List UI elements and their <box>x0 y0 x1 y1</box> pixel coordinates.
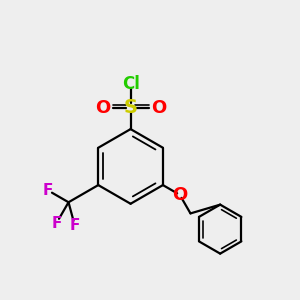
Text: O: O <box>172 186 188 204</box>
Text: F: F <box>51 216 62 231</box>
Text: Cl: Cl <box>122 75 140 93</box>
Text: O: O <box>95 99 110 117</box>
Text: F: F <box>70 218 80 233</box>
Text: F: F <box>42 183 52 198</box>
Text: S: S <box>124 98 138 117</box>
Text: O: O <box>151 99 166 117</box>
